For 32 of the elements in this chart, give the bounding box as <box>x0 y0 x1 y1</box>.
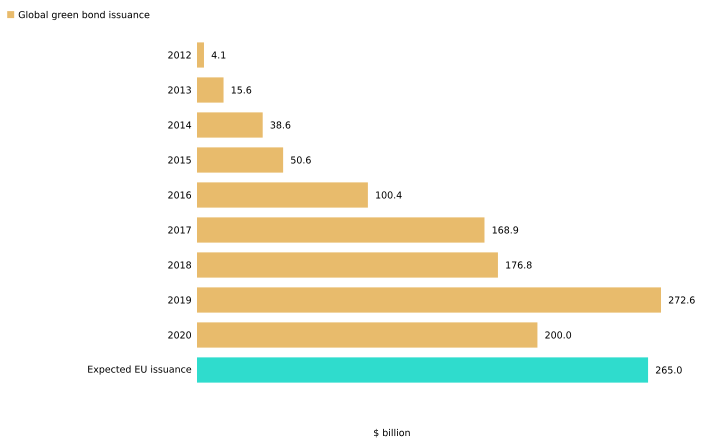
bar <box>197 77 224 103</box>
y-tick-label: 2018 <box>168 261 191 269</box>
bar <box>197 182 368 208</box>
bar <box>197 322 538 348</box>
y-tick-label: 2019 <box>168 296 191 304</box>
data-label: 272.6 <box>668 296 695 304</box>
y-tick-label: 2013 <box>168 86 191 94</box>
bar <box>197 217 484 243</box>
y-tick-label: 2016 <box>168 191 192 199</box>
data-label: 50.6 <box>291 156 311 164</box>
data-label: 38.6 <box>270 121 290 129</box>
data-label: 100.4 <box>376 191 402 199</box>
y-tick-label: 2014 <box>168 121 192 129</box>
y-tick-label: 2017 <box>168 226 191 234</box>
bar <box>197 357 648 383</box>
y-tick-label: 2012 <box>168 51 191 59</box>
bar <box>197 147 284 173</box>
legend-label: Global green bond issuance <box>18 10 150 20</box>
data-label: 168.9 <box>492 226 518 234</box>
data-label: 4.1 <box>212 52 226 58</box>
bar <box>197 42 204 68</box>
y-tick-label: 2020 <box>168 331 192 339</box>
data-label: 200.0 <box>545 331 572 339</box>
bar <box>197 287 662 313</box>
bar <box>197 252 498 278</box>
x-axis-title: $ billion <box>374 428 410 438</box>
data-label: 15.6 <box>232 86 252 94</box>
data-label: 265.0 <box>656 366 682 374</box>
data-label: 176.8 <box>506 261 532 269</box>
y-tick-label: Expected EU issuance <box>88 365 192 375</box>
bar <box>197 112 263 138</box>
y-tick-label: 2015 <box>168 156 191 164</box>
